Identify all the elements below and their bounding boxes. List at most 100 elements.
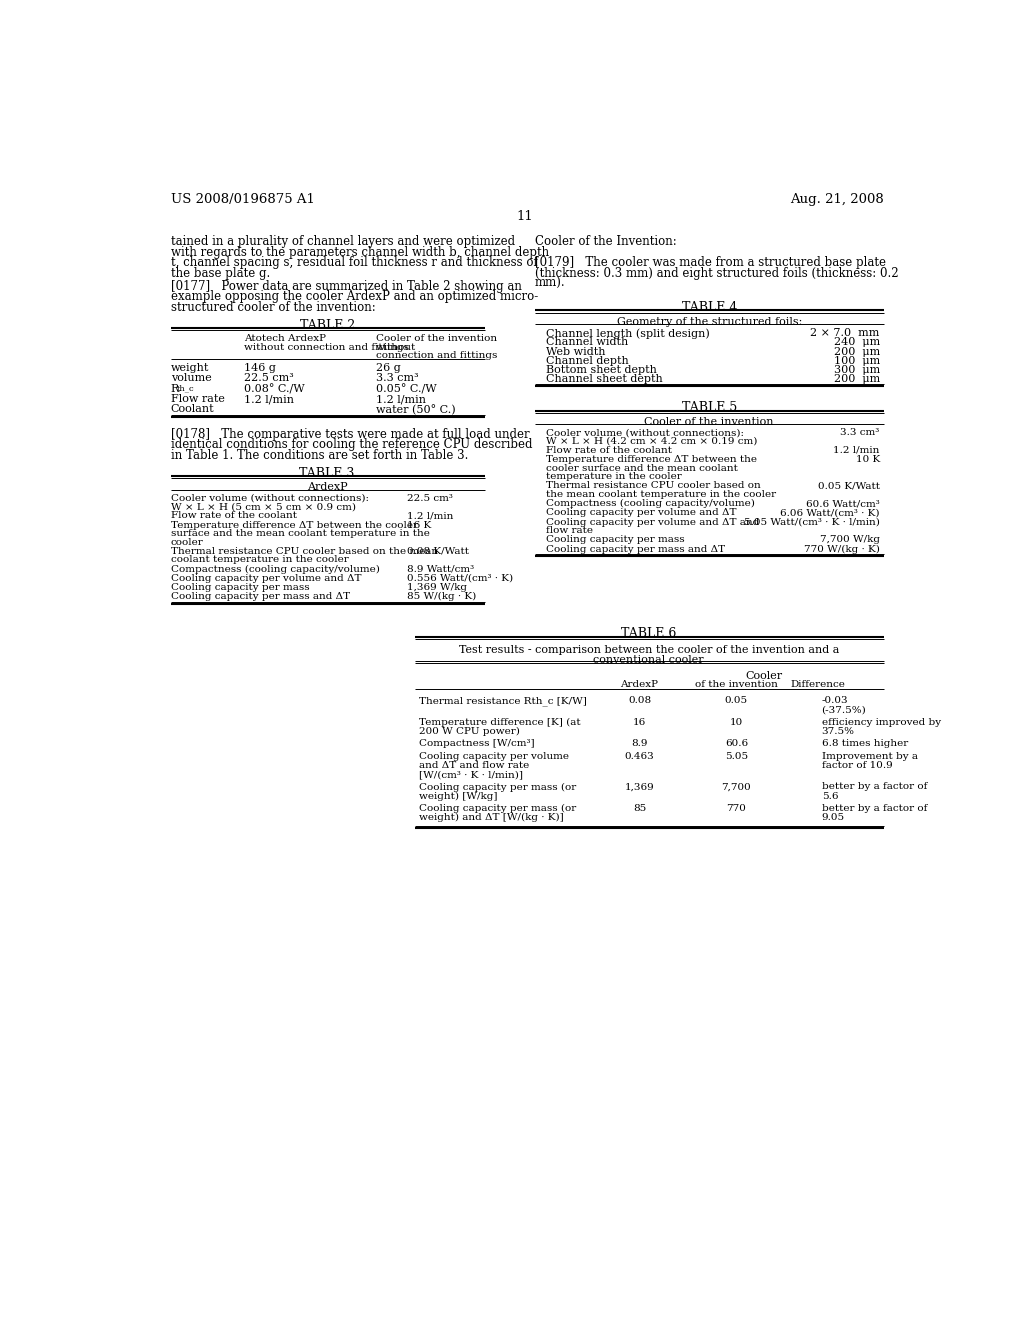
Text: 300  μm: 300 μm bbox=[834, 366, 880, 375]
Text: Coolant: Coolant bbox=[171, 404, 214, 414]
Text: 0.556 Watt/(cm³ · K): 0.556 Watt/(cm³ · K) bbox=[407, 574, 513, 583]
Text: 1,369: 1,369 bbox=[625, 783, 654, 792]
Text: Temperature difference ΔT between the: Temperature difference ΔT between the bbox=[547, 455, 758, 465]
Text: Compactness (cooling capacity/volume): Compactness (cooling capacity/volume) bbox=[171, 565, 380, 574]
Text: identical conditions for cooling the reference CPU described: identical conditions for cooling the ref… bbox=[171, 438, 532, 451]
Text: Test results - comparison between the cooler of the invention and a: Test results - comparison between the co… bbox=[459, 645, 839, 656]
Text: Thermal resistance CPU cooler based on: Thermal resistance CPU cooler based on bbox=[547, 482, 761, 491]
Text: [W/(cm³ · K · l/min)]: [W/(cm³ · K · l/min)] bbox=[419, 770, 522, 779]
Text: Improvement by a: Improvement by a bbox=[821, 751, 918, 760]
Text: [0178]   The comparative tests were made at full load under: [0178] The comparative tests were made a… bbox=[171, 428, 529, 441]
Text: 16: 16 bbox=[633, 718, 646, 727]
Text: [0179]   The cooler was made from a structured base plate: [0179] The cooler was made from a struct… bbox=[535, 256, 886, 269]
Text: 5.05 Watt/(cm³ · K · l/min): 5.05 Watt/(cm³ · K · l/min) bbox=[743, 517, 880, 527]
Text: TABLE 3: TABLE 3 bbox=[299, 467, 355, 479]
Text: 770 W/(kg · K): 770 W/(kg · K) bbox=[804, 545, 880, 553]
Text: Channel length (split design): Channel length (split design) bbox=[547, 329, 711, 339]
Text: factor of 10.9: factor of 10.9 bbox=[821, 760, 892, 770]
Text: 10: 10 bbox=[730, 718, 743, 727]
Text: 11: 11 bbox=[516, 210, 534, 223]
Text: example opposing the cooler ArdexP and an optimized micro-: example opposing the cooler ArdexP and a… bbox=[171, 290, 538, 304]
Text: 37.5%: 37.5% bbox=[821, 727, 855, 737]
Text: 1.2 l/min: 1.2 l/min bbox=[834, 446, 880, 455]
Text: (-37.5%): (-37.5%) bbox=[821, 705, 866, 714]
Text: the base plate g.: the base plate g. bbox=[171, 267, 270, 280]
Text: 22.5 cm³: 22.5 cm³ bbox=[245, 374, 294, 383]
Text: 240  μm: 240 μm bbox=[834, 338, 880, 347]
Text: R: R bbox=[171, 384, 179, 393]
Text: in Table 1. The conditions are set forth in Table 3.: in Table 1. The conditions are set forth… bbox=[171, 449, 468, 462]
Text: Thermal resistance Rth_c [K/W]: Thermal resistance Rth_c [K/W] bbox=[419, 696, 587, 706]
Text: Cooling capacity per mass (or: Cooling capacity per mass (or bbox=[419, 804, 575, 813]
Text: 8.9: 8.9 bbox=[631, 739, 648, 748]
Text: flow rate: flow rate bbox=[547, 527, 594, 535]
Text: with regards to the parameters channel width b, channel depth: with regards to the parameters channel w… bbox=[171, 246, 549, 259]
Text: cooler: cooler bbox=[171, 537, 204, 546]
Text: Cooling capacity per mass and ΔT: Cooling capacity per mass and ΔT bbox=[547, 545, 726, 553]
Text: Channel width: Channel width bbox=[547, 338, 629, 347]
Text: (thickness: 0.3 mm) and eight structured foils (thickness: 0.2: (thickness: 0.3 mm) and eight structured… bbox=[535, 267, 898, 280]
Text: 6.06 Watt/(cm³ · K): 6.06 Watt/(cm³ · K) bbox=[780, 508, 880, 517]
Text: -0.03: -0.03 bbox=[821, 696, 848, 705]
Text: 100  μm: 100 μm bbox=[834, 356, 880, 366]
Text: Cooler volume (without connections):: Cooler volume (without connections): bbox=[171, 494, 369, 503]
Text: 2 × 7.0  mm: 2 × 7.0 mm bbox=[810, 329, 880, 338]
Text: 5.6: 5.6 bbox=[821, 792, 838, 801]
Text: 60.6 Watt/cm³: 60.6 Watt/cm³ bbox=[806, 499, 880, 508]
Text: cooler surface and the mean coolant: cooler surface and the mean coolant bbox=[547, 463, 738, 473]
Text: Cooler of the invention: Cooler of the invention bbox=[376, 334, 497, 343]
Text: TABLE 5: TABLE 5 bbox=[682, 401, 737, 414]
Text: 8.9 Watt/cm³: 8.9 Watt/cm³ bbox=[407, 565, 474, 574]
Text: Web width: Web width bbox=[547, 347, 606, 356]
Text: 5.05: 5.05 bbox=[725, 751, 748, 760]
Text: Cooler: Cooler bbox=[744, 671, 782, 681]
Text: 1.2 l/min: 1.2 l/min bbox=[407, 511, 454, 520]
Text: 1,369 W/kg: 1,369 W/kg bbox=[407, 583, 467, 593]
Text: W × L × H (4.2 cm × 4.2 cm × 0.19 cm): W × L × H (4.2 cm × 4.2 cm × 0.19 cm) bbox=[547, 437, 758, 446]
Text: mm).: mm). bbox=[535, 277, 565, 290]
Text: 7,700 W/kg: 7,700 W/kg bbox=[820, 536, 880, 544]
Text: 3.3 cm³: 3.3 cm³ bbox=[841, 428, 880, 437]
Text: Flow rate of the coolant: Flow rate of the coolant bbox=[547, 446, 673, 455]
Text: without: without bbox=[376, 343, 416, 352]
Text: weight) and ΔT [W/(kg · K)]: weight) and ΔT [W/(kg · K)] bbox=[419, 813, 563, 822]
Text: 0.08° C./W: 0.08° C./W bbox=[245, 384, 305, 393]
Text: Flow rate: Flow rate bbox=[171, 395, 224, 404]
Text: 200  μm: 200 μm bbox=[834, 347, 880, 356]
Text: ArdexP: ArdexP bbox=[307, 482, 347, 492]
Text: 1.2 l/min: 1.2 l/min bbox=[376, 395, 426, 404]
Text: 9.05: 9.05 bbox=[821, 813, 845, 822]
Text: surface and the mean coolant temperature in the: surface and the mean coolant temperature… bbox=[171, 529, 429, 539]
Text: US 2008/0196875 A1: US 2008/0196875 A1 bbox=[171, 193, 314, 206]
Text: temperature in the cooler: temperature in the cooler bbox=[547, 473, 682, 482]
Text: volume: volume bbox=[171, 374, 211, 383]
Text: better by a factor of: better by a factor of bbox=[821, 804, 927, 813]
Text: Cooling capacity per mass and ΔT: Cooling capacity per mass and ΔT bbox=[171, 593, 350, 602]
Text: 3.3 cm³: 3.3 cm³ bbox=[376, 374, 419, 383]
Text: Compactness [W/cm³]: Compactness [W/cm³] bbox=[419, 739, 535, 748]
Text: 7,700: 7,700 bbox=[722, 783, 752, 792]
Text: of the invention: of the invention bbox=[695, 680, 778, 689]
Text: Channel depth: Channel depth bbox=[547, 356, 630, 366]
Text: Aug. 21, 2008: Aug. 21, 2008 bbox=[790, 193, 884, 206]
Text: 0.463: 0.463 bbox=[625, 751, 654, 760]
Text: Atotech ArdexP: Atotech ArdexP bbox=[245, 334, 327, 343]
Text: tained in a plurality of channel layers and were optimized: tained in a plurality of channel layers … bbox=[171, 235, 515, 248]
Text: Cooler volume (without connections):: Cooler volume (without connections): bbox=[547, 428, 744, 437]
Text: Compactness (cooling capacity/volume): Compactness (cooling capacity/volume) bbox=[547, 499, 756, 508]
Text: t, channel spacing s, residual foil thickness r and thickness of: t, channel spacing s, residual foil thic… bbox=[171, 256, 538, 269]
Text: 0.05 K/Watt: 0.05 K/Watt bbox=[818, 482, 880, 491]
Text: Cooling capacity per volume and ΔT and: Cooling capacity per volume and ΔT and bbox=[547, 517, 760, 527]
Text: 0.08 K/Watt: 0.08 K/Watt bbox=[407, 546, 469, 556]
Text: 10 K: 10 K bbox=[855, 455, 880, 465]
Text: coolant temperature in the cooler: coolant temperature in the cooler bbox=[171, 556, 348, 565]
Text: Cooler of the Invention:: Cooler of the Invention: bbox=[535, 235, 677, 248]
Text: [0177]   Power data are summarized in Table 2 showing an: [0177] Power data are summarized in Tabl… bbox=[171, 280, 521, 293]
Text: better by a factor of: better by a factor of bbox=[821, 783, 927, 792]
Text: Cooling capacity per volume: Cooling capacity per volume bbox=[419, 751, 568, 760]
Text: 60.6: 60.6 bbox=[725, 739, 748, 748]
Text: th_c: th_c bbox=[177, 384, 195, 392]
Text: Channel sheet depth: Channel sheet depth bbox=[547, 375, 664, 384]
Text: Temperature difference [K] (at: Temperature difference [K] (at bbox=[419, 718, 581, 727]
Text: ArdexP: ArdexP bbox=[621, 680, 658, 689]
